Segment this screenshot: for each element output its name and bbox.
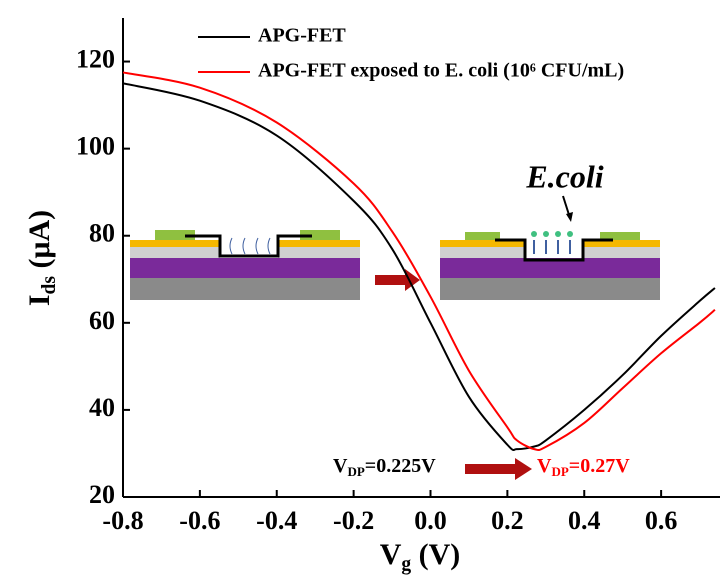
device-inset-left [130, 230, 360, 300]
x-tick-label: -0.4 [256, 506, 297, 535]
annotation-sub: DP [347, 464, 364, 479]
shift-arrow [375, 269, 420, 291]
y-axis-label-rest: (μA) [23, 210, 56, 276]
device-inset-right [440, 195, 660, 300]
y-tick-label: 60 [89, 306, 115, 335]
legend-label: APG-FET exposed to E. coli (10⁶ CFU/mL) [258, 60, 624, 82]
y-tick-label: 80 [89, 219, 115, 248]
x-axis-label-main: V [380, 538, 402, 571]
annotation-main: V [333, 455, 348, 477]
annotation-rest: =0.27V [569, 455, 630, 477]
annotation: VDP=0.27V [537, 455, 630, 479]
annotation: VDP=0.225V [333, 455, 436, 479]
series-line [122, 82, 716, 452]
annotation-sub: DP [551, 464, 568, 479]
x-tick-label: -0.6 [179, 506, 220, 535]
x-tick-label: -0.2 [333, 506, 374, 535]
shift-arrow [465, 458, 532, 480]
x-tick-label: 0.2 [491, 506, 524, 535]
legend-label: APG-FET [258, 25, 346, 47]
y-tick-label: 20 [89, 480, 115, 509]
y-tick-label: 40 [89, 393, 115, 422]
annotation: E.coli [525, 158, 603, 194]
series-line [122, 71, 716, 452]
y-tick-label: 100 [76, 132, 115, 161]
x-tick-label: -0.8 [102, 506, 143, 535]
y-axis-label-main: I [23, 294, 56, 306]
y-axis-label: Ids (μA) [23, 210, 61, 306]
x-tick-label: 0.0 [414, 506, 447, 535]
x-axis-label: Vg (V) [380, 538, 461, 576]
annotation-rest: =0.225V [365, 455, 436, 477]
annotation-main: V [537, 455, 552, 477]
x-tick-label: 0.4 [568, 506, 601, 535]
y-tick-label: 120 [76, 45, 115, 74]
y-axis-label-sub: ds [39, 276, 60, 295]
x-axis-label-rest: (V) [411, 538, 460, 571]
x-axis-label-sub: g [401, 554, 411, 575]
x-tick-label: 0.6 [645, 506, 678, 535]
